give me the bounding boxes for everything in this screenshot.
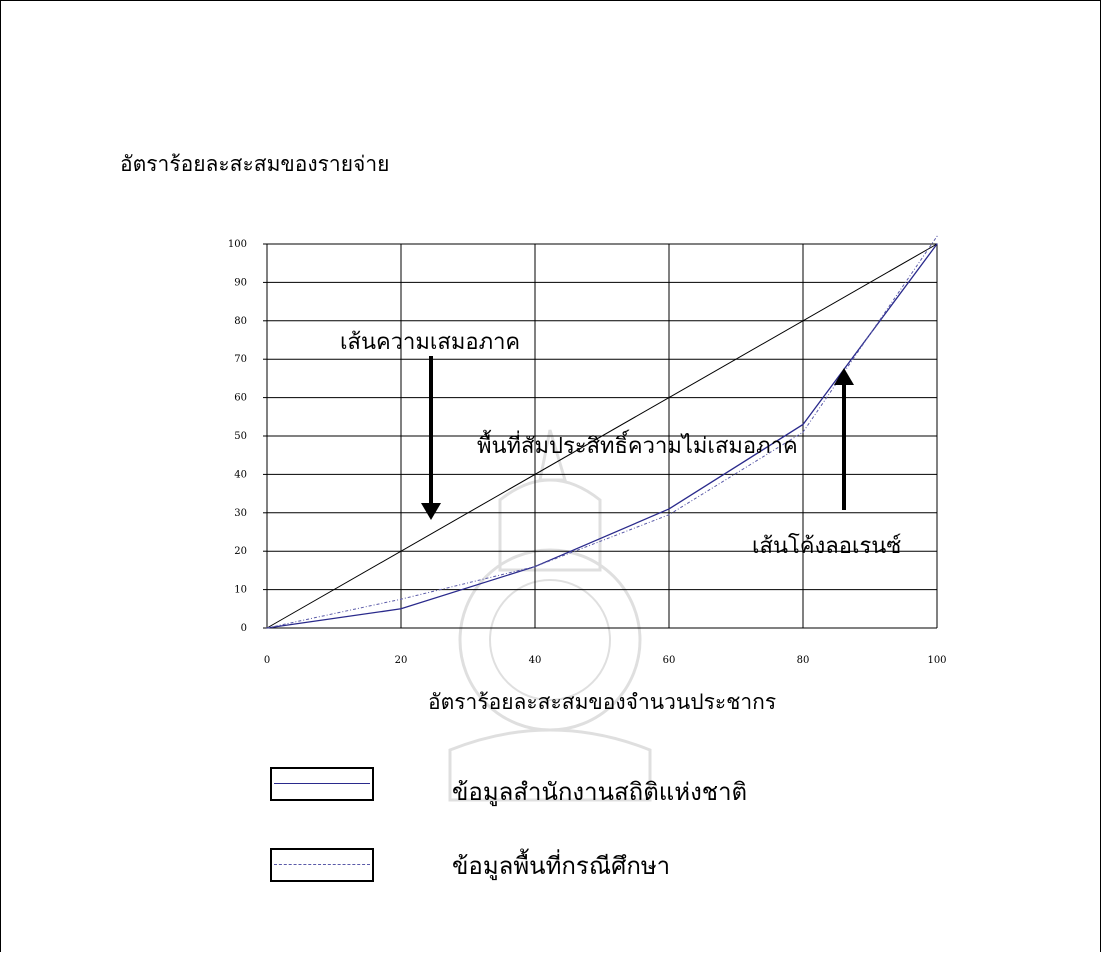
legend-swatch-national (270, 767, 374, 801)
legend-line-study (274, 864, 370, 865)
series-study-point (400, 598, 402, 600)
series-national-point (802, 423, 804, 426)
x-tick-label: 20 (395, 655, 408, 666)
x-tick-label: 100 (927, 655, 946, 666)
x-axis-title: อัตราร้อยละสะสมของจำนวนประชากร (428, 690, 777, 714)
y-tick-label: 100 (228, 239, 247, 250)
series-national (266, 243, 938, 629)
series-layer (266, 235, 938, 629)
series-national-point (400, 608, 402, 610)
y-tick-label: 60 (234, 393, 247, 404)
y-tick-label: 20 (234, 546, 247, 557)
series-study-point (802, 431, 804, 433)
y-tick-label: 90 (234, 277, 247, 288)
x-tick-label: 0 (264, 655, 270, 666)
legend-line-national (274, 783, 370, 784)
series-national-point (936, 243, 938, 245)
annotation-lorenz-curve: เส้นโค้งลอเรนซ์ (752, 534, 902, 559)
y-tick-label: 50 (234, 431, 247, 442)
x-tick-label: 40 (529, 655, 542, 666)
series-study-point (936, 235, 938, 237)
legend-label-national: ข้อมูลสำนักงานสถิติแห่งชาติ (452, 778, 748, 806)
annotation-equality-line: เส้นความเสมอภาค (340, 330, 521, 355)
arrow-equality-head (421, 503, 441, 520)
y-tick-label: 30 (234, 508, 247, 519)
arrow-layer (421, 356, 854, 520)
x-tick-label: 80 (797, 655, 810, 666)
y-tick-label: 10 (234, 585, 247, 596)
y-tick-label: 80 (234, 316, 247, 327)
grid-layer (263, 243, 938, 629)
tick-layer: 0 10 20 30 40 50 60 70 80 90 100 0 20 40 60 80 100 (228, 239, 947, 666)
series-study-point (668, 514, 670, 516)
y-tick-label: 70 (234, 354, 247, 365)
arrow-lorenz-head (834, 368, 854, 385)
y-axis-title: อัตราร้อยละสะสมของรายจ่าย (120, 152, 390, 176)
series-equality-line (266, 243, 938, 629)
legend-swatch-study (270, 848, 374, 882)
annotation-gini-area: พื้นที่สัมประสิทธิ์ความไม่เสมอภาค (477, 434, 798, 459)
seal-watermark (448, 429, 652, 802)
series-study-point (534, 565, 536, 568)
x-tick-label: 60 (663, 655, 676, 666)
y-tick-label: 40 (234, 469, 247, 480)
y-tick-label: 0 (241, 623, 247, 634)
series-study-point (266, 627, 268, 629)
series-study (266, 236, 938, 629)
legend-label-study: ข้อมูลพื้นที่กรณีศึกษา (452, 852, 671, 880)
series-national-point (668, 508, 670, 510)
